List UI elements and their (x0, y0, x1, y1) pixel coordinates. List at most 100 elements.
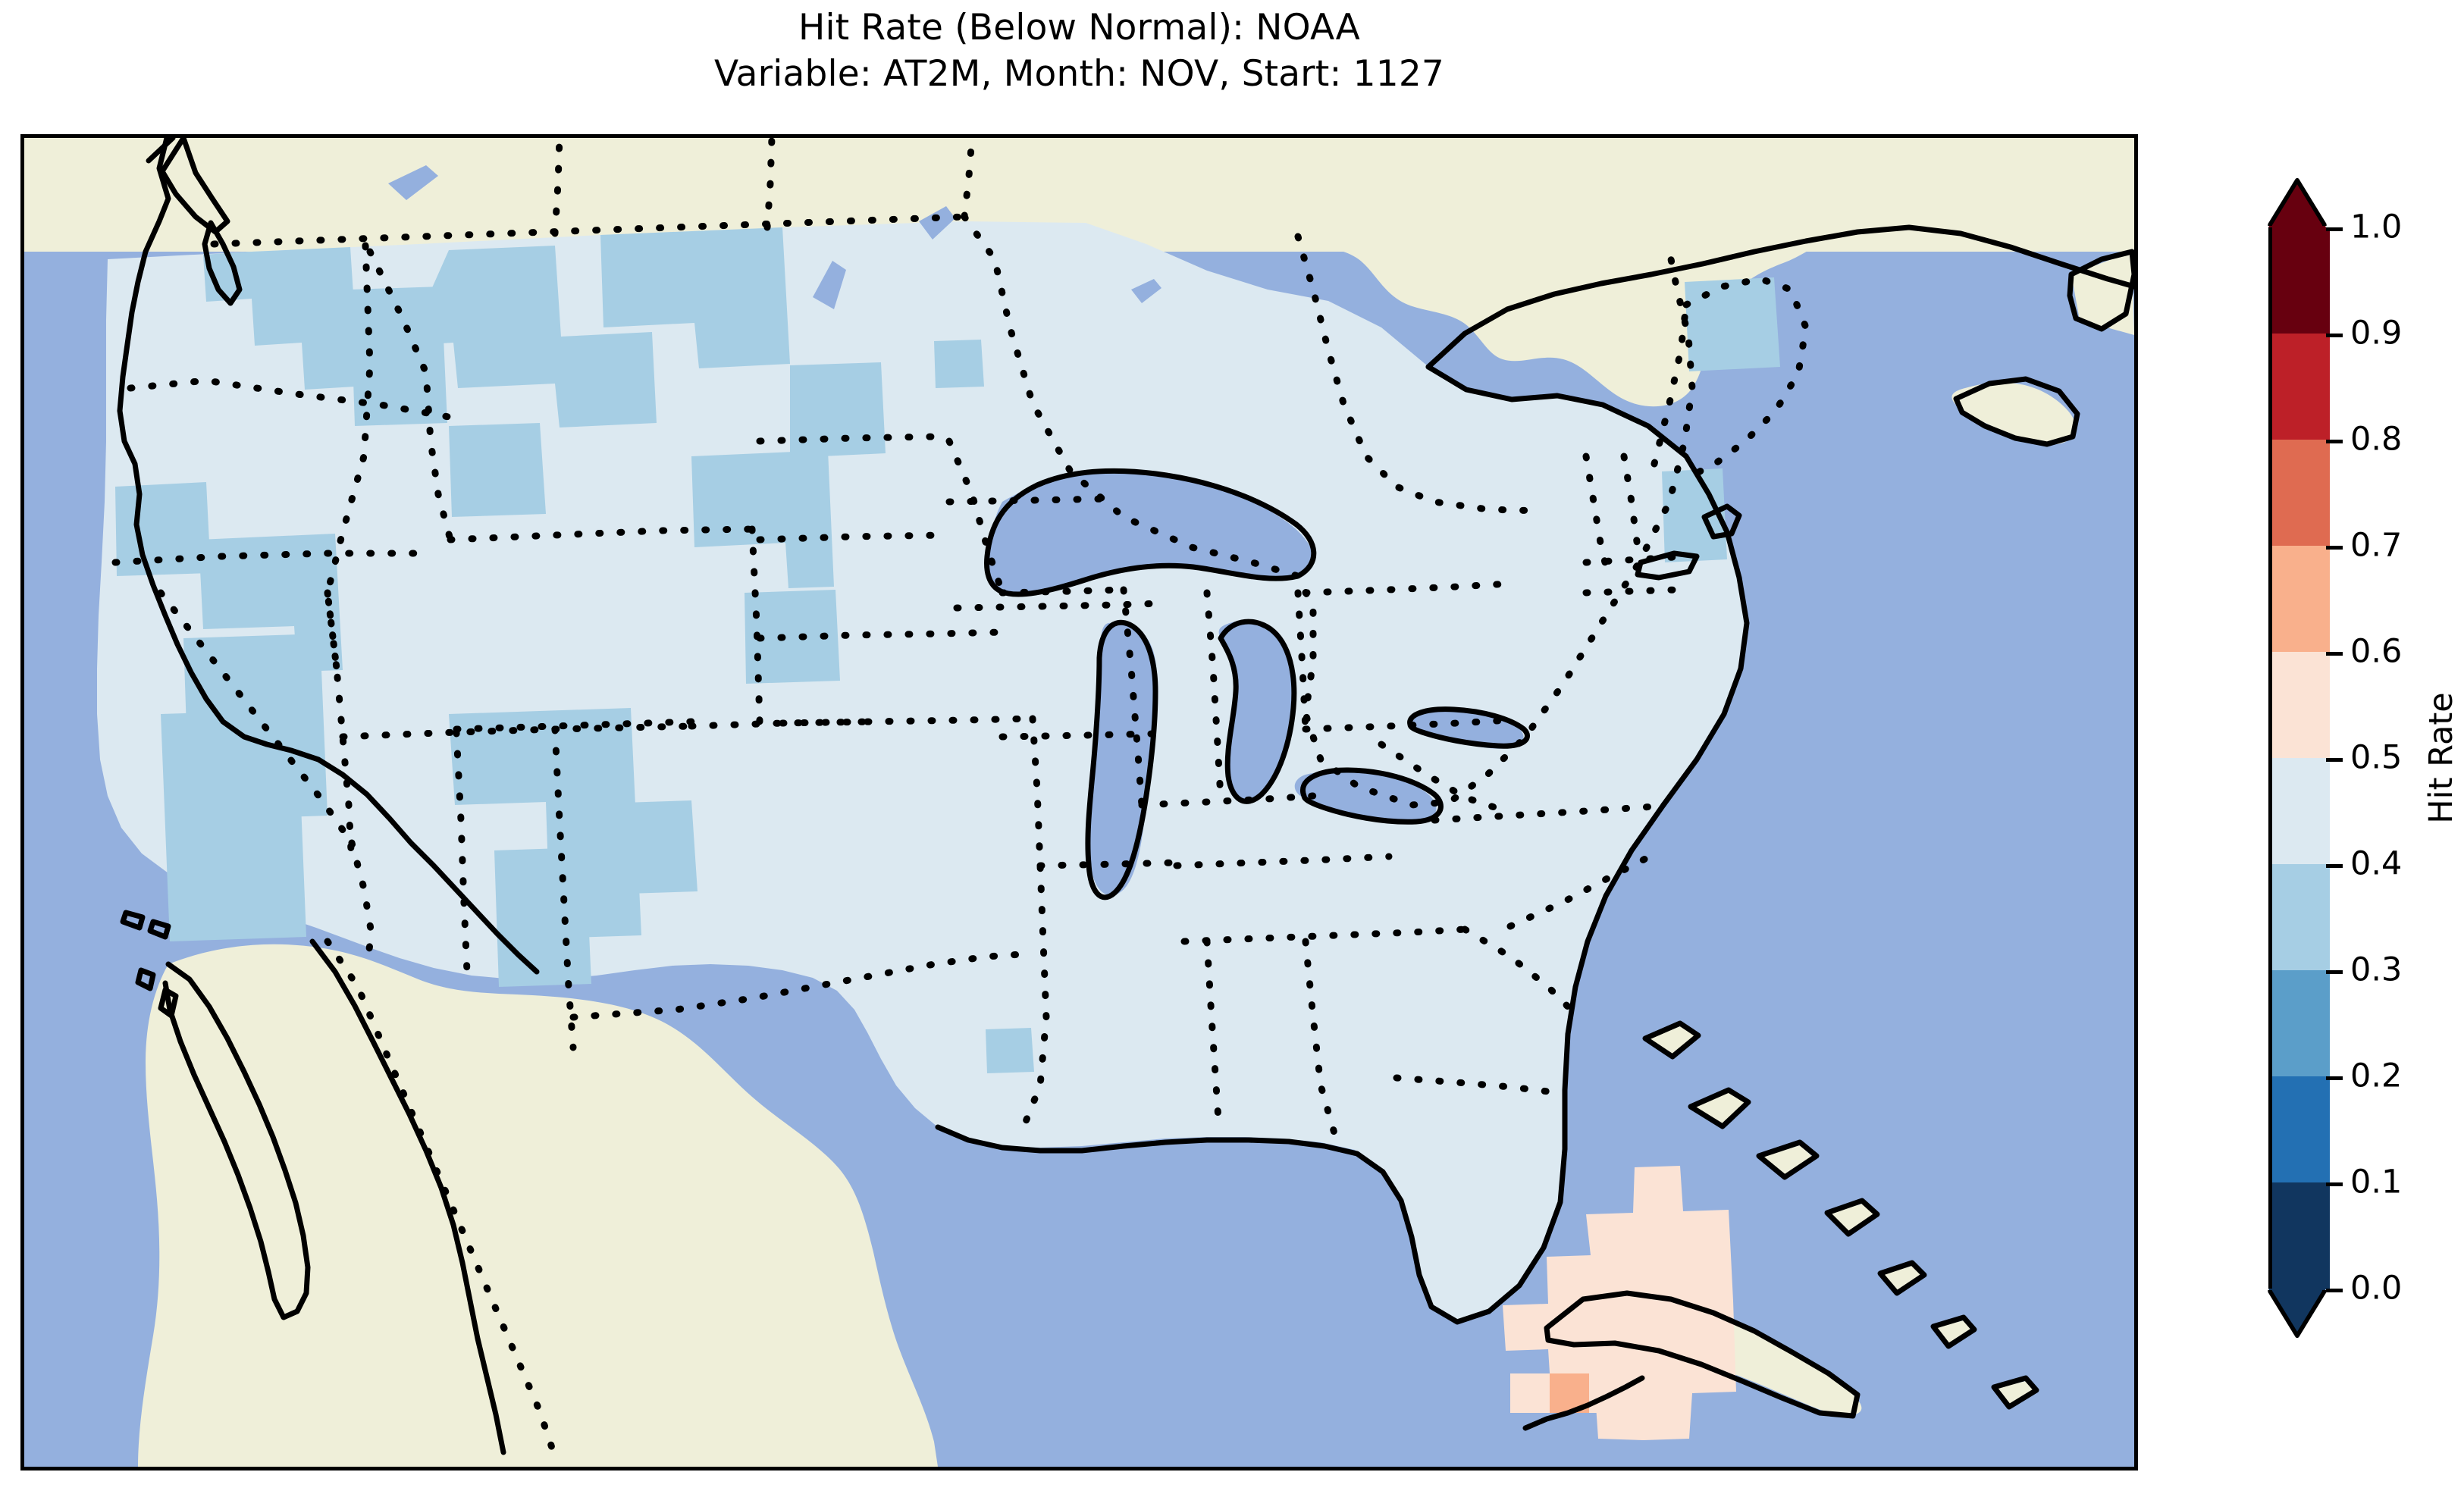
border-pa-md-wv (1302, 716, 1514, 733)
colorbar-tick-8 (2326, 1076, 2343, 1080)
colorbar-band-4 (2272, 652, 2330, 759)
lake-huron (1218, 621, 1294, 800)
cell-group-nebraska (691, 450, 834, 588)
cell-group-newmexico (555, 800, 698, 896)
title-line-1: Hit Rate (Below Normal): NOAA (798, 7, 1361, 49)
map-axes (20, 134, 2138, 1471)
coastline-cuba (1544, 1290, 1861, 1419)
border-us-canada (210, 213, 968, 248)
border-vt-nh (1620, 453, 1641, 551)
border-mn-ia (945, 495, 1112, 506)
coastline-bahamas-1 (1688, 1087, 1751, 1129)
colorbar-tick-6 (2326, 864, 2343, 868)
border-wa-or (127, 377, 453, 421)
colorbar: Hit Rate 1.0 0.9 0.8 0.7 0.6 0.5 0.4 0.3 0.2 0.1 0… (2268, 177, 2460, 1339)
border-ca-az (348, 839, 375, 968)
lake-erie (1294, 770, 1437, 823)
border-oh-pa (1294, 589, 1309, 733)
great-slave-lake (388, 165, 438, 200)
coastline-bahamas-5 (1930, 1314, 1977, 1349)
coastline-bahamas-7 (1642, 1020, 1701, 1060)
cell-group-upper-mi (934, 340, 984, 388)
lake-of-woods (919, 206, 955, 240)
border-ar-la (1036, 859, 1180, 869)
border-id-wa-or (324, 242, 374, 672)
coastline-long-island (1635, 550, 1700, 581)
border-ma-ct-ri (1582, 553, 1688, 566)
border-mo-ar (998, 730, 1158, 741)
border-tn-ms-al-ga (1180, 926, 1469, 945)
cell-keys-west (1510, 1373, 1550, 1413)
coastline-atlantic (1425, 364, 1750, 808)
colorbar-tick-4 (2326, 652, 2343, 656)
cell-group-dakotas (790, 362, 886, 458)
nova-scotia-land (1951, 382, 2077, 445)
island-channel-1 (120, 910, 146, 931)
border-ks-ok (779, 715, 1036, 727)
cell-group-n-rockies (406, 246, 657, 428)
canada-interior (24, 138, 2134, 252)
colorbar-tick-2 (2326, 440, 2343, 443)
shoreline-ontario (1407, 706, 1530, 749)
colorbar-band-3 (2272, 546, 2330, 653)
colorbar-band-2 (2272, 440, 2330, 547)
border-ny-ma-ct (1582, 586, 1681, 597)
border-nv-ca (157, 589, 356, 847)
border-al-ga (1302, 938, 1340, 1142)
coastline-bahamas-6 (1991, 1375, 2039, 1410)
cell-group-wisc (986, 1028, 1034, 1073)
shoreline-michigan (1085, 619, 1158, 900)
colorbar-band-5 (2272, 758, 2330, 865)
colorbar-tick-5 (2326, 758, 2343, 762)
border-id-mt (366, 248, 454, 543)
cell-group-nh-vt (1662, 468, 1727, 562)
border-ut-nv (324, 589, 356, 869)
coastline-bahamas-2 (1756, 1139, 1820, 1180)
lake-nipigon (1131, 279, 1161, 303)
border-mt-wy (447, 525, 756, 543)
border-ia-mo (953, 600, 1165, 612)
border-ut-az-co-nm (339, 722, 695, 741)
colorbar-tick-1 (2326, 334, 2343, 337)
shoreline-huron (1218, 619, 1297, 804)
border-az-nm (453, 728, 471, 976)
coastline-bahamas-4 (1877, 1260, 1927, 1296)
data-bin-0.6-0.7 (1550, 1373, 1589, 1413)
border-pa-ny (1302, 580, 1514, 597)
colorbar-band-8 (2272, 1076, 2330, 1183)
colorbar-tick-label-2: 0.8 (2350, 420, 2403, 459)
coastline-puget (202, 220, 243, 306)
border-ms-al (1203, 938, 1223, 1135)
border-nh-me (1651, 301, 1690, 468)
border-wi-il (998, 586, 1127, 597)
border-canada-prov-2 (763, 138, 776, 231)
title-line-2: Variable: AT2M, Month: NOV, Start: 1127 (713, 53, 1445, 96)
cell-group-socal (161, 709, 306, 941)
colorbar-tick-0 (2326, 227, 2343, 231)
colorbar-body (2268, 227, 2330, 1289)
border-mn-wi (945, 437, 1006, 597)
border-ok-tx (569, 950, 1036, 1021)
bahamas-land-3 (1829, 1204, 1876, 1234)
figure-title: Hit Rate (Below Normal): NOAA Variable: … (20, 5, 2138, 97)
border-wy-co (453, 718, 695, 733)
lake-superior (986, 471, 1315, 594)
island-channel-4 (158, 987, 179, 1019)
colorbar-axis-label: Hit Rate (2422, 692, 2460, 824)
coastline-bahamas-3 (1824, 1198, 1880, 1237)
colorbar-tick-label-4: 0.6 (2350, 632, 2403, 671)
colorbar-tick-label-0: 1.0 (2350, 208, 2403, 246)
coastline-canada-east (1425, 224, 2134, 370)
cell-group-maine (1685, 277, 1780, 371)
border-sd-ne (756, 531, 945, 543)
coastline-keys (1522, 1375, 1645, 1431)
border-canada-prov-4 (1294, 233, 1544, 515)
data-bin-0.3-0.4 (115, 227, 1780, 1073)
colorbar-band-0 (2272, 227, 2330, 334)
colorbar-tick-label-1: 0.9 (2350, 314, 2403, 352)
border-sc-nc (1506, 854, 1651, 930)
cell-group-s-florida (1503, 1166, 1736, 1440)
colorbar-tick-label-8: 0.2 (2350, 1057, 2403, 1095)
coastline-gulf-cal (309, 938, 506, 1455)
data-field-conus (97, 221, 1780, 1440)
